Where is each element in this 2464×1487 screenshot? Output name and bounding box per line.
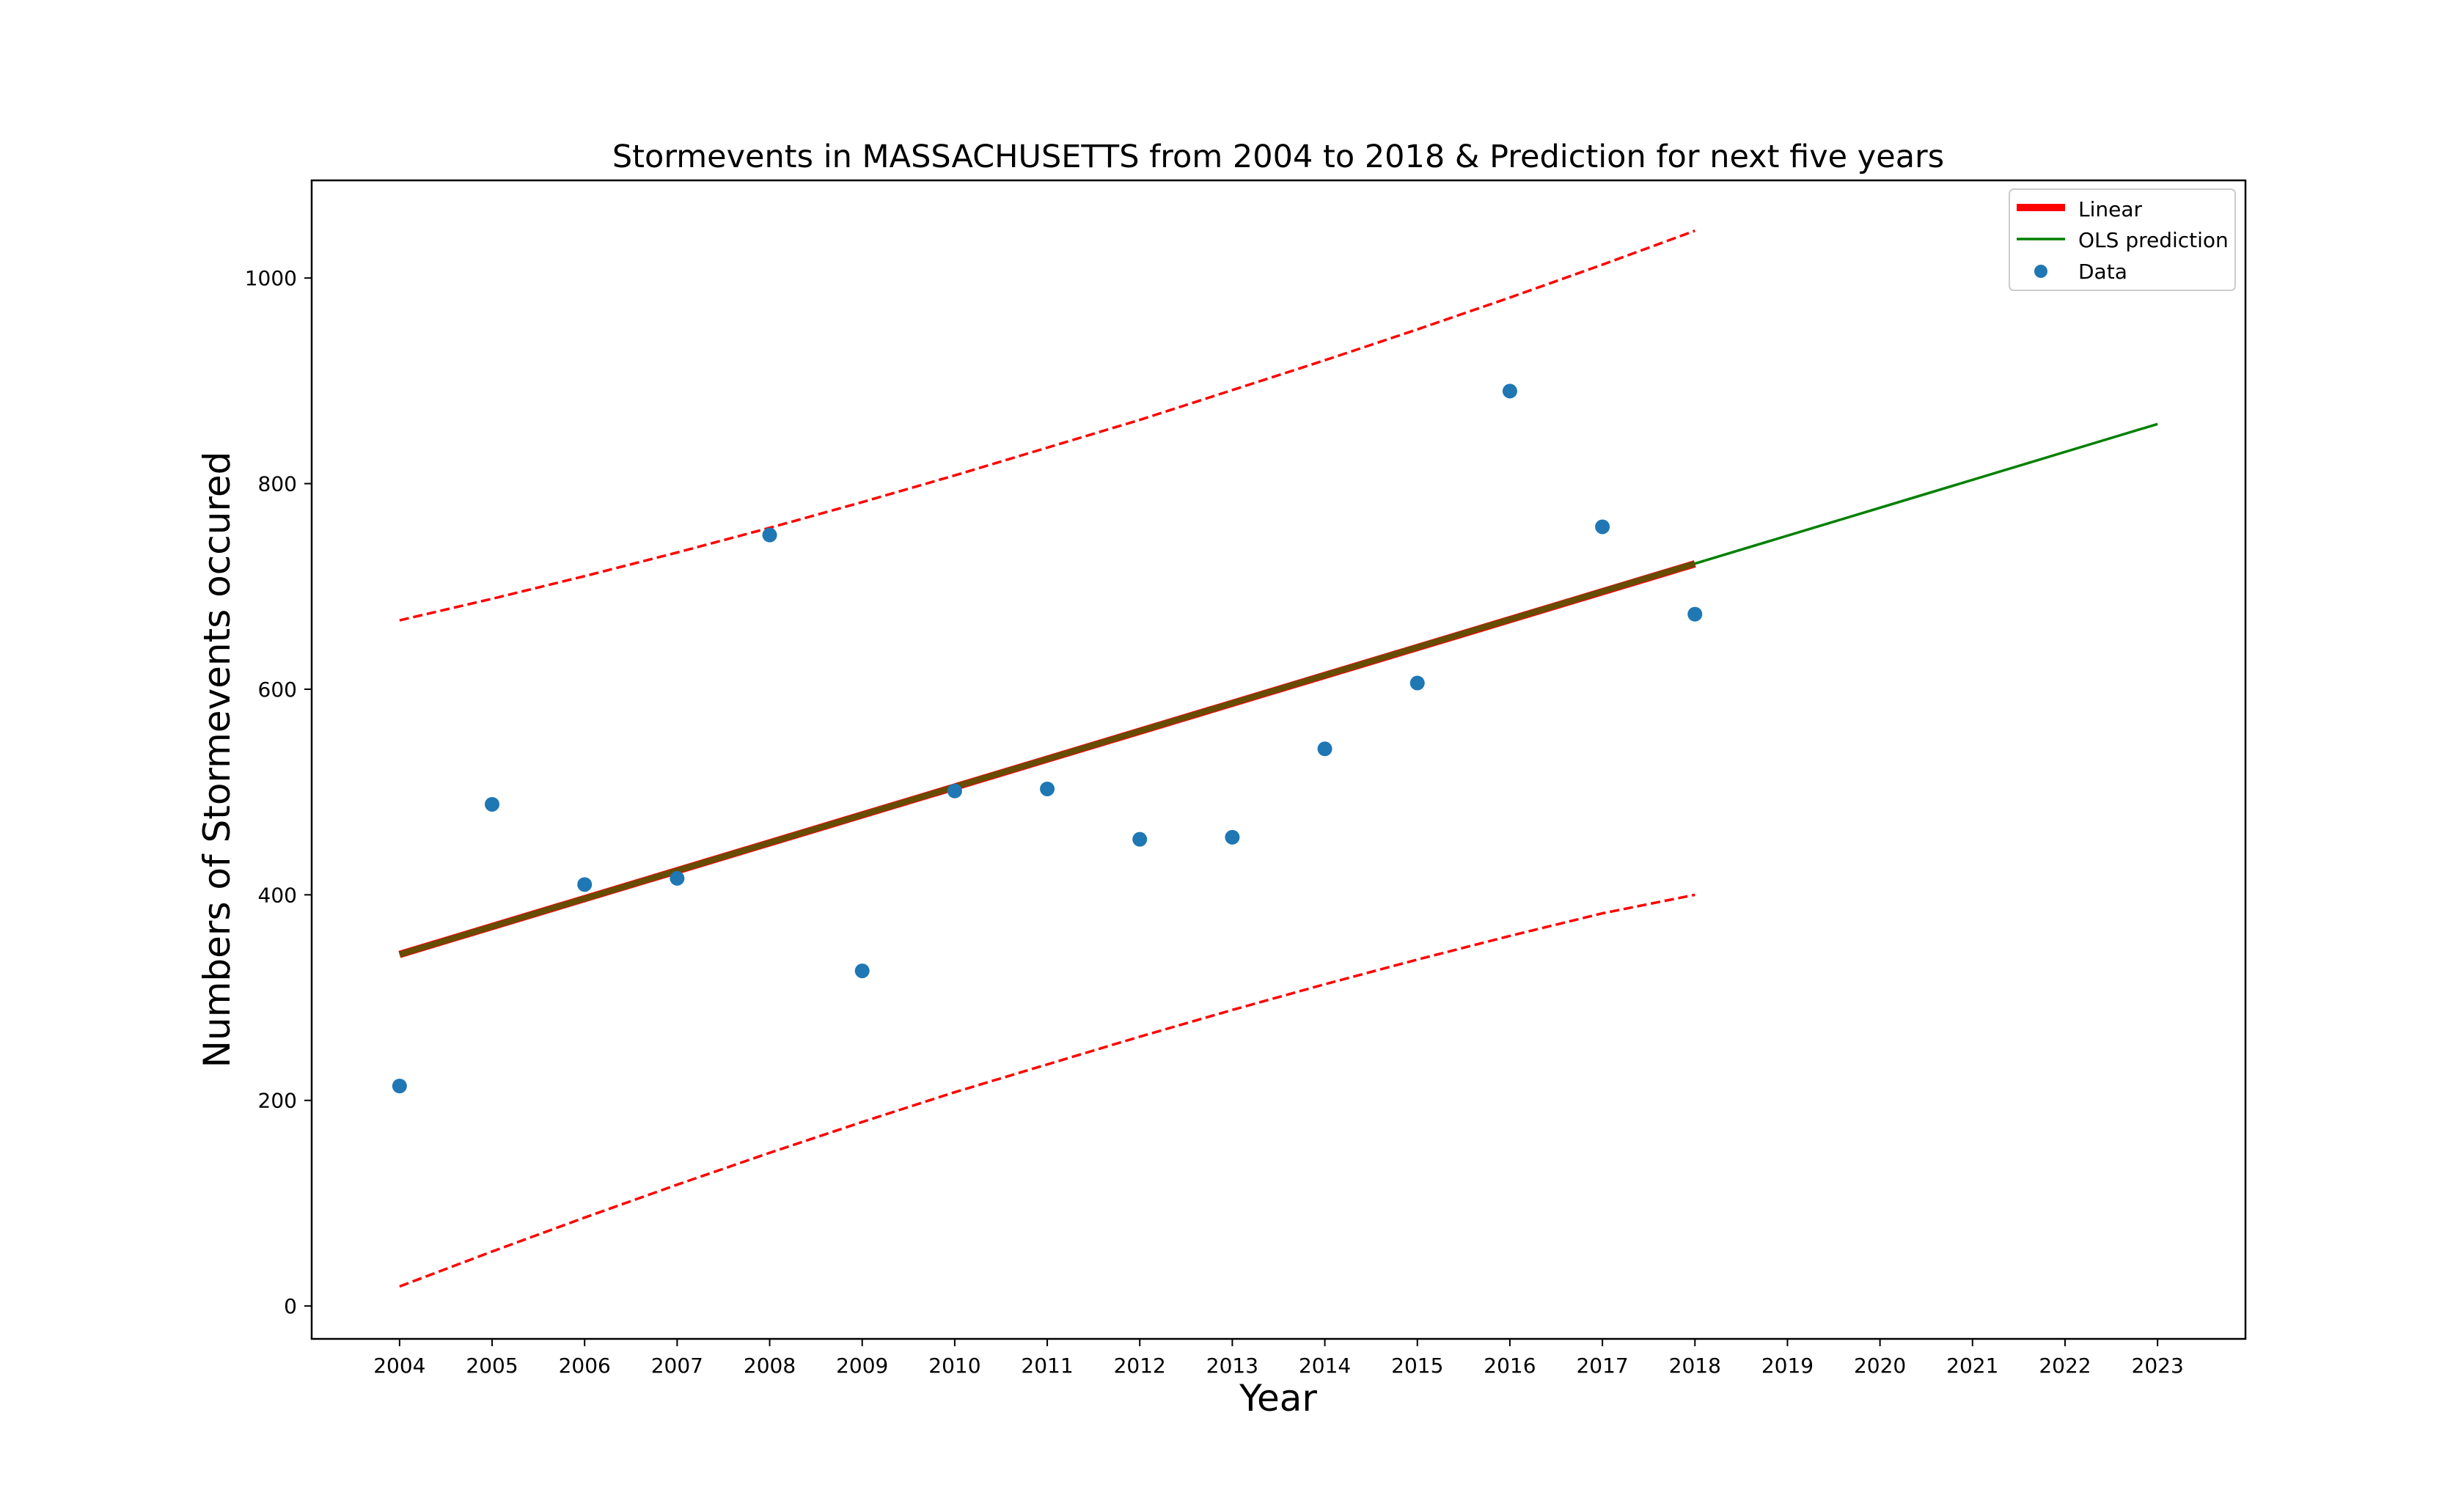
x-tick-label: 2004 <box>373 1354 425 1378</box>
data-point <box>1409 675 1425 691</box>
legend-box <box>2009 188 2236 291</box>
x-tick-label: 2012 <box>1114 1354 1166 1378</box>
data-point <box>1502 383 1517 399</box>
data-point <box>1225 829 1240 845</box>
x-axis-label: Year <box>1239 1377 1317 1420</box>
confidence-band-line <box>399 230 1695 622</box>
legend-data-label: Data <box>2078 260 2127 284</box>
x-tick-label: 2007 <box>651 1354 703 1378</box>
x-tick-label: 2014 <box>1299 1354 1351 1378</box>
data-point <box>670 870 685 886</box>
x-tick-label: 2005 <box>466 1354 518 1378</box>
y-tick-label: 1000 <box>245 266 297 290</box>
axis-ticks: 2004 2005 2006 2007 2008 2009 2010 2011 2012 2013… <box>245 266 2184 1378</box>
data-point <box>762 527 777 543</box>
plot-area <box>392 230 2158 1288</box>
y-tick-label: 600 <box>258 678 297 702</box>
y-tick-label: 400 <box>258 883 297 907</box>
data-point <box>947 783 962 798</box>
data-point <box>1040 781 1055 796</box>
data-point <box>1132 831 1148 847</box>
x-tick-label: 2008 <box>744 1354 796 1378</box>
y-tick-label: 800 <box>258 472 297 496</box>
data-point <box>854 963 870 979</box>
x-tick-label: 2019 <box>1761 1354 1814 1378</box>
y-tick-label: 0 <box>284 1294 297 1318</box>
x-tick-label: 2017 <box>1576 1354 1628 1378</box>
x-tick-label: 2006 <box>559 1354 611 1378</box>
y-axis-label: Numbers of Stormevents occured <box>196 452 238 1068</box>
x-tick-label: 2021 <box>1946 1354 1998 1378</box>
x-tick-label: 2009 <box>836 1354 888 1378</box>
x-tick-label: 2016 <box>1484 1354 1536 1378</box>
data-point <box>392 1079 407 1094</box>
plot-frame <box>310 179 2247 1340</box>
x-tick-label: 2022 <box>2039 1354 2091 1378</box>
x-tick-label: 2015 <box>1391 1354 1443 1378</box>
x-tick-label: 2018 <box>1669 1354 1721 1378</box>
x-tick-label: 2010 <box>928 1354 980 1378</box>
chart-title: Stormevents in MASSACHUSETTS from 2004 t… <box>612 139 1944 175</box>
data-point <box>1317 741 1332 757</box>
ols-overlay-line <box>398 560 1696 958</box>
x-tick-label: 2013 <box>1206 1354 1258 1378</box>
legend-data-marker <box>2034 265 2047 278</box>
y-tick-label: 200 <box>258 1089 297 1113</box>
data-point <box>1687 606 1703 622</box>
data-point <box>485 796 500 812</box>
x-tick-label: 2020 <box>1854 1354 1906 1378</box>
x-tick-label: 2011 <box>1021 1354 1073 1378</box>
confidence-band-line <box>399 893 1695 1288</box>
x-tick-label: 2023 <box>2132 1354 2184 1378</box>
legend-ols-label: OLS prediction <box>2078 228 2229 252</box>
legend-linear-label: Linear <box>2078 197 2143 221</box>
legend: Linear OLS prediction Data <box>2009 188 2236 291</box>
data-point <box>577 877 593 892</box>
data-point <box>1595 519 1610 535</box>
